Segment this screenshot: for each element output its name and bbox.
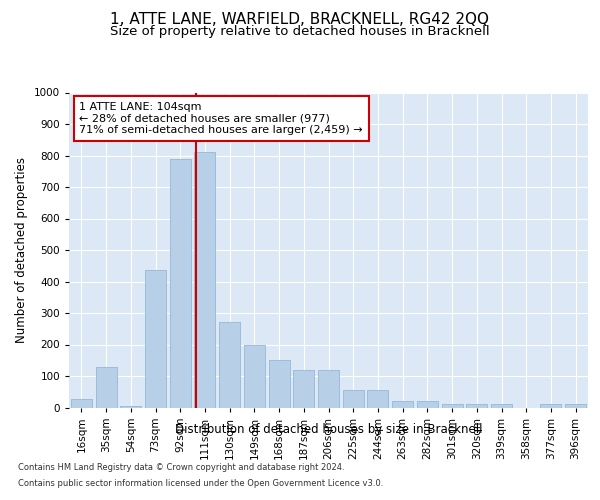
Bar bbox=[367, 390, 388, 407]
Text: Size of property relative to detached houses in Bracknell: Size of property relative to detached ho… bbox=[110, 25, 490, 38]
Text: Contains public sector information licensed under the Open Government Licence v3: Contains public sector information licen… bbox=[18, 479, 383, 488]
Bar bbox=[466, 404, 487, 407]
Bar bbox=[442, 404, 463, 407]
Bar bbox=[120, 406, 141, 407]
Bar bbox=[170, 158, 191, 408]
Y-axis label: Number of detached properties: Number of detached properties bbox=[15, 157, 28, 343]
Bar bbox=[293, 370, 314, 408]
Text: Distribution of detached houses by size in Bracknell: Distribution of detached houses by size … bbox=[175, 422, 482, 436]
Bar bbox=[392, 401, 413, 407]
Bar bbox=[491, 404, 512, 407]
Bar bbox=[145, 270, 166, 407]
Bar bbox=[343, 390, 364, 407]
Bar bbox=[95, 366, 116, 408]
Text: 1 ATTE LANE: 104sqm
← 28% of detached houses are smaller (977)
71% of semi-detac: 1 ATTE LANE: 104sqm ← 28% of detached ho… bbox=[79, 102, 363, 135]
Bar bbox=[269, 360, 290, 408]
Bar bbox=[565, 404, 586, 407]
Bar bbox=[71, 398, 92, 407]
Bar bbox=[541, 404, 562, 407]
Text: 1, ATTE LANE, WARFIELD, BRACKNELL, RG42 2QQ: 1, ATTE LANE, WARFIELD, BRACKNELL, RG42 … bbox=[110, 12, 490, 28]
Bar bbox=[194, 152, 215, 408]
Bar bbox=[417, 401, 438, 407]
Text: Contains HM Land Registry data © Crown copyright and database right 2024.: Contains HM Land Registry data © Crown c… bbox=[18, 462, 344, 471]
Bar bbox=[244, 344, 265, 408]
Bar bbox=[318, 370, 339, 408]
Bar bbox=[219, 322, 240, 408]
